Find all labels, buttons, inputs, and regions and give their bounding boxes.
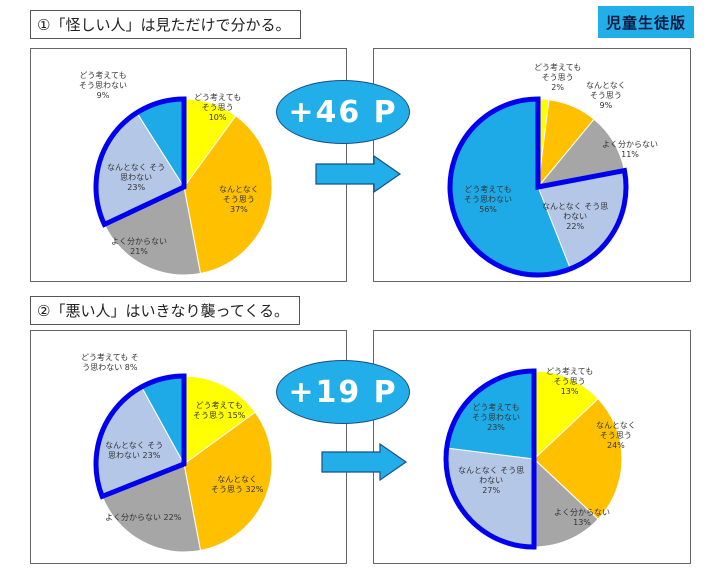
- pie-chart-q2-before: どう考えても そう思わない 8% どう考えても そう思う 15% なんとなく そう思…: [30, 330, 347, 564]
- label-unsure: よく分からない 21%: [111, 237, 167, 256]
- label-unsure: よく分からない 22%: [105, 513, 182, 522]
- pie-q1-after-svg: [447, 96, 629, 278]
- pie-chart-q1-before: どう考えても そう思わない 9% どう考えても そう思う 10% なんとなく そう思う 37…: [30, 48, 347, 282]
- question-2-title: ②「悪い人」はいきなり襲ってくる。: [30, 296, 300, 325]
- pie-q1-before-svg: [93, 96, 273, 276]
- pie-q2-after-svg: [443, 368, 623, 550]
- label-strongly-yes: どう考えても そう思う 15%: [193, 401, 246, 420]
- label-somewhat-no: なんとなく そう思 わない 22%: [542, 202, 609, 231]
- label-strongly-yes: どう考えても そう思う 2%: [534, 63, 582, 92]
- label-strongly-no: どう考えても そう思わない 8%: [81, 353, 139, 372]
- pie-slice-somewhat-yes: [183, 411, 273, 552]
- label-unsure: よく分からない 11%: [602, 140, 658, 159]
- pie-slice-strongly-yes: [183, 375, 256, 465]
- label-strongly-no: どう考えても そう思わない 9%: [79, 71, 127, 100]
- label-somewhat-no: なんとなく そう 思わない 23%: [107, 163, 166, 192]
- pie-chart-q1-after: どう考えても そう思う 2% なんとなく そう思う 9% よく分からない 11% なんとな…: [373, 48, 691, 282]
- change-badge-q2: +19 P: [276, 360, 410, 424]
- pie-slice-somewhat-yes: [183, 115, 273, 275]
- highlight-outline: [93, 373, 187, 500]
- label-somewhat-yes: なんとなく そう思う 32%: [211, 475, 264, 494]
- label-somewhat-yes: なんとなく そう思う 9%: [586, 81, 626, 110]
- label-unsure: よく分からない 13%: [554, 508, 610, 527]
- highlight-outline: [447, 96, 629, 278]
- highlight-outline: [93, 96, 187, 228]
- question-1-title: ①「怪しい人」は見ただけで分かる。: [30, 10, 302, 39]
- label-strongly-no: どう考えても そう思わない 56%: [464, 185, 512, 214]
- label-somewhat-no: なんとなく そう 思わない 23%: [105, 441, 164, 460]
- pie-chart-q2-after: どう考えても そう思う 13% なんとなく そう思う 24% よく分からない 13% なん…: [373, 330, 691, 564]
- pie-slice-unsure: [103, 186, 202, 276]
- arrow-right-icon: [321, 442, 408, 482]
- student-version-badge: 児童生徒版: [598, 6, 694, 38]
- arrow-right-icon: [315, 154, 402, 194]
- pie-slice-somewhat-no: [445, 447, 535, 548]
- label-somewhat-no: なんとなく そう思 わない 27%: [458, 466, 525, 495]
- label-strongly-yes: どう考えても そう思う 13%: [546, 367, 594, 396]
- label-strongly-no: どう考えても そう思わない 23%: [472, 403, 520, 432]
- highlight-outline: [443, 368, 537, 550]
- pie-slice-somewhat-yes: [533, 398, 623, 520]
- label-somewhat-yes: なんとなく そう思う 37%: [219, 185, 259, 214]
- change-badge-q1: +46 P: [276, 80, 410, 144]
- pie-slice-unsure: [101, 463, 202, 553]
- label-somewhat-yes: なんとなく そう思う 24%: [596, 421, 636, 450]
- label-strongly-yes: どう考えても そう思う 10%: [194, 93, 242, 122]
- pie-q2-before-svg: [93, 373, 273, 553]
